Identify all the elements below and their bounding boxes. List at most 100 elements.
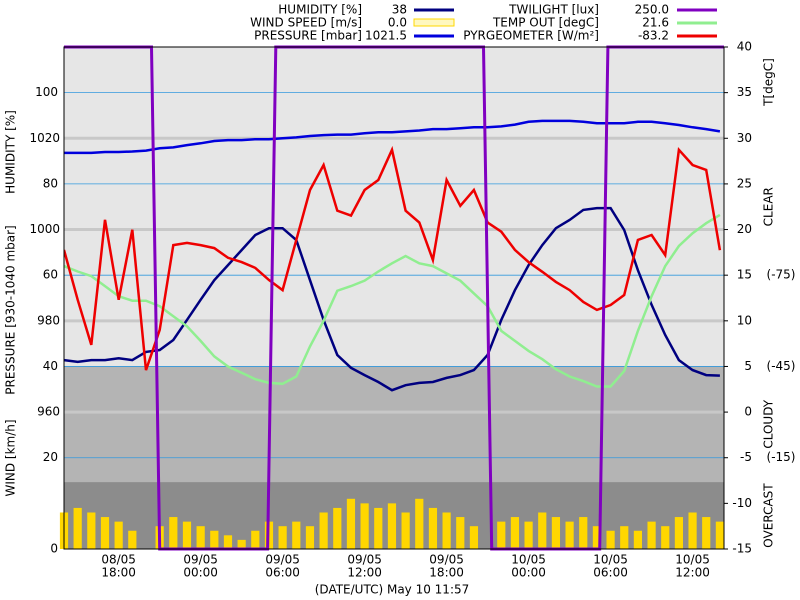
y-tick-label: 60 <box>43 268 58 282</box>
wind-bar <box>73 507 82 549</box>
wind-bar <box>333 507 342 549</box>
wind-bar <box>428 507 438 549</box>
series-line <box>64 145 722 371</box>
y3-tick-label: (-15) <box>767 450 796 464</box>
plot-frame <box>63 46 725 550</box>
wind-bar <box>169 517 178 549</box>
wind-bar <box>715 521 724 549</box>
y2-tick-label: 20 <box>737 222 752 236</box>
series-line <box>64 119 721 155</box>
legend-swatch <box>413 18 455 27</box>
x-tick-label: 09/05 <box>183 553 218 567</box>
wind-bar <box>579 517 588 549</box>
x-tick-label: 10/05 <box>593 553 628 567</box>
x-tick-label: 12:00 <box>347 566 382 580</box>
y-tick-label: 100 <box>35 85 58 99</box>
y2-tick-label: 5 <box>744 359 752 373</box>
x-tick-label: 00:00 <box>183 566 218 580</box>
series-line <box>64 206 720 392</box>
wind-bar <box>551 517 561 549</box>
legend-value: 21.6 <box>642 16 669 30</box>
wind-bar <box>633 530 643 549</box>
y-axis-label: PRESSURE [930-1040 mbar] <box>4 225 18 394</box>
legend-value: 38 <box>392 3 407 17</box>
wind-bar <box>524 521 533 549</box>
x-tick-label: 00:00 <box>511 566 546 580</box>
wind-bar <box>87 512 96 549</box>
wind-bar <box>620 526 629 549</box>
y2-tick-label: 15 <box>737 268 752 282</box>
y-tick-label: 980 <box>37 313 60 327</box>
x-tick-label: 18:00 <box>101 566 136 580</box>
wind-bar <box>702 517 711 549</box>
x-tick-label: 06:00 <box>265 566 300 580</box>
y2-tick-label: -15 <box>732 542 752 556</box>
x-tick-label: 09/05 <box>347 553 382 567</box>
wind-bar <box>688 512 697 549</box>
sky-band <box>64 366 724 483</box>
wind-bar <box>538 512 547 549</box>
wind-bar <box>374 507 383 549</box>
wind-bar <box>128 530 137 549</box>
y2-tick-label: 25 <box>737 176 752 190</box>
wind-bar <box>251 530 260 549</box>
y-tick-label: 20 <box>43 450 58 464</box>
wind-bar <box>497 521 506 549</box>
x-tick-label: 12:00 <box>675 566 710 580</box>
wind-bar <box>114 521 123 549</box>
y-tick-label: 0 <box>50 542 58 556</box>
legend-value: 0.0 <box>388 16 407 30</box>
y2-tick-label: 30 <box>737 131 752 145</box>
y3-tick-label: (-45) <box>767 359 796 373</box>
wind-bar <box>469 526 479 549</box>
x-tick-label: 10/05 <box>511 553 546 567</box>
legend-label: TWILIGHT [lux] <box>508 3 599 17</box>
legend-value: 1021.5 <box>365 29 407 43</box>
legend-value: 250.0 <box>635 3 669 17</box>
wind-bar <box>278 526 287 549</box>
y-tick-label: 40 <box>43 359 58 373</box>
wind-bar <box>182 521 192 549</box>
legend-value: -83.2 <box>638 29 669 43</box>
wind-bar <box>661 526 670 549</box>
wind-bar <box>210 530 219 549</box>
x-tick-label: 09/05 <box>265 553 300 567</box>
band-label: OVERCAST <box>762 483 776 548</box>
y2-axis-label: T[degC] <box>762 58 776 107</box>
wind-bar <box>100 517 110 549</box>
wind-bar <box>305 526 315 549</box>
band-label: CLEAR <box>762 187 776 226</box>
band-label: CLOUDY <box>762 399 776 448</box>
legend-label: TEMP OUT [degC] <box>492 16 599 30</box>
x-tick-label: 10/05 <box>675 553 710 567</box>
y2-tick-label: 35 <box>737 85 752 99</box>
legend-label: PRESSURE [mbar] <box>254 29 362 43</box>
wind-bar <box>592 526 602 549</box>
wind-bar <box>346 498 356 549</box>
y-axis-label: HUMIDITY [%] <box>4 110 18 194</box>
legend-label: HUMIDITY [%] <box>278 3 362 17</box>
wind-bar <box>415 498 424 549</box>
legend-label: PYRGEOMETER [W/m²] <box>463 29 599 43</box>
wind-bar <box>223 535 233 549</box>
y2-tick-label: -5 <box>740 450 752 464</box>
y3-tick-label: (-75) <box>767 268 796 282</box>
x-tick-label: 18:00 <box>429 566 464 580</box>
wind-bar <box>510 517 520 549</box>
wind-bar <box>442 512 451 549</box>
sky-band <box>64 47 724 367</box>
y2-tick-label: 40 <box>737 40 752 54</box>
x-tick-label: 08/05 <box>101 553 136 567</box>
y-axis-label: WIND [km/h] <box>4 419 18 496</box>
wind-bar <box>565 521 574 549</box>
wind-bar <box>606 530 615 549</box>
wind-bar <box>456 517 465 549</box>
wind-bar <box>319 512 328 549</box>
y-tick-label: 1000 <box>29 222 60 236</box>
series-line <box>64 213 721 388</box>
wind-bar <box>647 521 656 549</box>
wind-bar <box>292 521 301 549</box>
wind-bar <box>196 526 205 549</box>
y2-tick-label: -10 <box>732 496 752 510</box>
